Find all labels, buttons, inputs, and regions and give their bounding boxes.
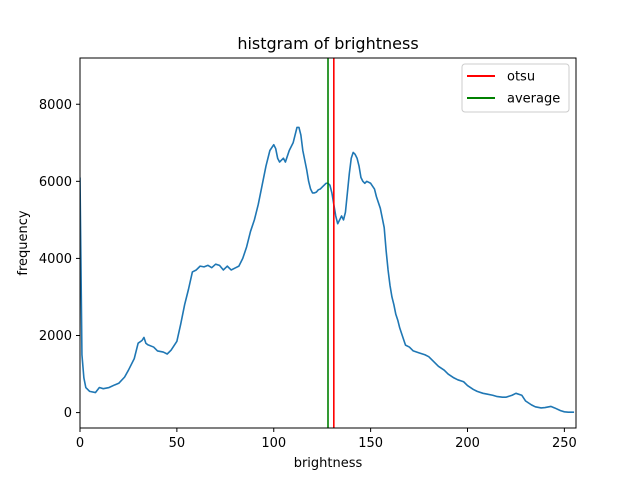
y-tick-label: 2000 [39, 329, 72, 344]
y-tick-label: 4000 [39, 252, 72, 267]
x-tick-label: 150 [358, 436, 383, 451]
y-axis-label: frequency [16, 210, 31, 276]
y-tick-label: 8000 [39, 98, 72, 113]
x-tick-label: 250 [552, 436, 577, 451]
legend-otsu-label: otsu [507, 70, 535, 85]
x-tick-label: 50 [169, 436, 186, 451]
y-tick-label: 6000 [39, 175, 72, 190]
axes-frame [79, 57, 577, 429]
legend-average-label: average [507, 92, 560, 107]
y-tick-label: 0 [64, 406, 72, 421]
x-tick-label: 100 [261, 436, 286, 451]
x-tick-label: 200 [455, 436, 480, 451]
series-line-0 [80, 126, 575, 413]
chart-title: histgram of brightness [237, 34, 418, 53]
legend: otsu average [461, 63, 570, 113]
x-axis-label: brightness [294, 456, 363, 471]
x-tick-label: 0 [76, 436, 84, 451]
axis-ticks: 0 50 100 150 200 250 0 2000 4000 6000 8000 [39, 98, 577, 451]
plot-area [80, 58, 575, 428]
